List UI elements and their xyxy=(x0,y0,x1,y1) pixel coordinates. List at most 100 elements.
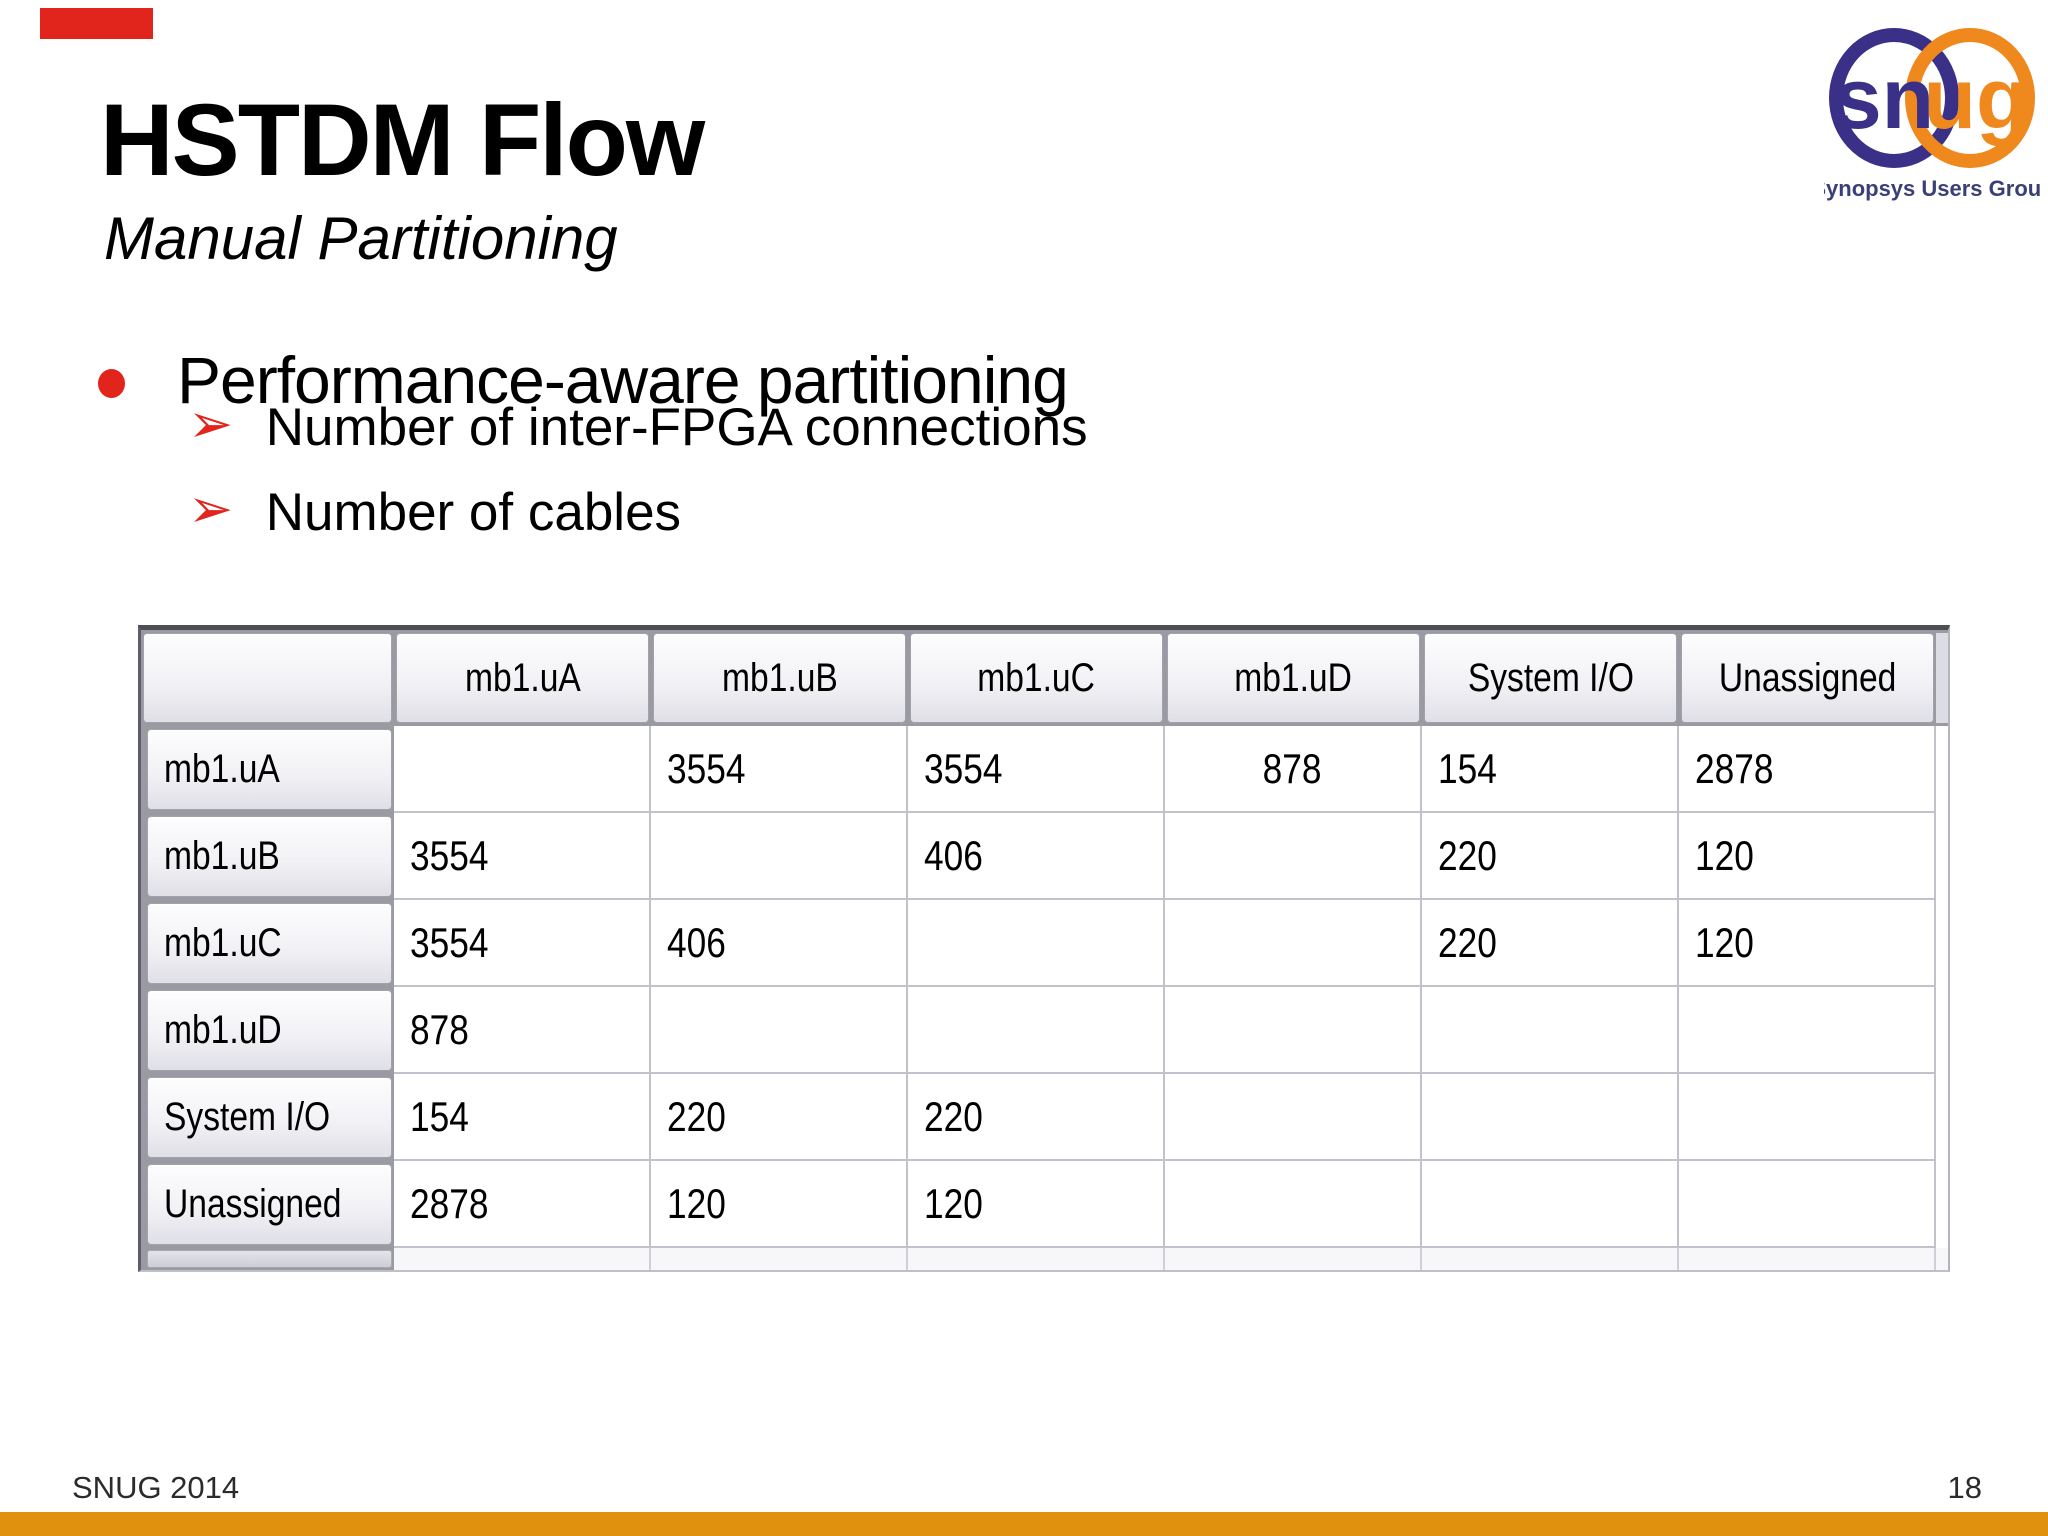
bottom-gutter-cell xyxy=(394,1248,651,1270)
row-header-label: mb1.uA xyxy=(164,747,280,791)
table-cell-label: 3554 xyxy=(410,831,489,879)
column-header: System I/O xyxy=(1424,633,1677,723)
sub-bullet-label: Number of cables xyxy=(265,483,682,542)
sub-bullet-item: ➢ Number of inter-FPGA connections xyxy=(188,394,1088,460)
row-header: mb1.uD xyxy=(147,990,392,1071)
column-header-label: Unassigned xyxy=(1718,655,1897,700)
table-cell-label: 406 xyxy=(667,918,726,966)
table-cell: 2878 xyxy=(394,1161,651,1248)
table-cell-label: 154 xyxy=(1438,744,1497,792)
table-cell-label: 120 xyxy=(1695,831,1754,879)
row-header-label: mb1.uB xyxy=(164,834,280,878)
table-cell: 2878 xyxy=(1679,726,1936,813)
table-cell-label: 120 xyxy=(924,1179,983,1227)
bottom-gutter-cell xyxy=(908,1248,1165,1270)
table-cell xyxy=(1165,987,1422,1074)
table-cell-label: 220 xyxy=(1438,831,1497,879)
column-header: mb1.uC xyxy=(910,633,1163,723)
column-header-label: System I/O xyxy=(1467,655,1634,700)
bullet-dot-icon xyxy=(98,369,125,398)
table-cell: 3554 xyxy=(394,900,651,987)
table-cell: 154 xyxy=(394,1074,651,1161)
row-header-label: Unassigned xyxy=(164,1182,342,1226)
table-cell xyxy=(394,726,651,813)
table-cell xyxy=(1165,813,1422,900)
row-filler xyxy=(1936,987,1948,1074)
row-header: System I/O xyxy=(147,1077,392,1158)
bottom-gutter-cell xyxy=(1165,1248,1422,1270)
bottom-gutter-cell xyxy=(651,1248,908,1270)
logo-orange-circle xyxy=(1905,28,2035,168)
arrow-bullet-icon: ➢ xyxy=(188,394,234,455)
table-cell-label: 220 xyxy=(924,1092,983,1140)
table-cell: 220 xyxy=(1422,900,1679,987)
column-header: mb1.uD xyxy=(1167,633,1420,723)
column-header-label: mb1.uC xyxy=(977,655,1096,700)
row-header-label: System I/O xyxy=(164,1095,331,1139)
table-cell xyxy=(1165,1161,1422,1248)
bottom-gutter-header xyxy=(147,1250,392,1268)
table-cell xyxy=(1422,987,1679,1074)
table-cell xyxy=(1422,1161,1679,1248)
page-number: 18 xyxy=(1947,1470,1982,1505)
table-cell xyxy=(1165,1074,1422,1161)
table-cell-label: 2878 xyxy=(1695,744,1774,792)
table-cell: 120 xyxy=(1679,900,1936,987)
column-header-label: mb1.uD xyxy=(1234,655,1353,700)
bottom-gutter-filler xyxy=(1936,1248,1948,1270)
table-cell: 3554 xyxy=(908,726,1165,813)
red-accent-bar xyxy=(40,8,153,39)
footer-orange-bar xyxy=(0,1512,2048,1536)
arrow-bullet-icon: ➢ xyxy=(188,479,234,540)
bullet-item: Performance-aware partitioning xyxy=(177,343,1069,417)
table-cell: 220 xyxy=(1422,813,1679,900)
table-cell xyxy=(1422,1074,1679,1161)
table-cell-label: 120 xyxy=(1695,918,1754,966)
bottom-gutter-cell xyxy=(1422,1248,1679,1270)
header-filler xyxy=(1936,633,1948,723)
table-cell xyxy=(908,900,1165,987)
column-header: Unassigned xyxy=(1681,633,1934,723)
row-header: mb1.uB xyxy=(147,816,392,897)
table-cell xyxy=(651,813,908,900)
table-cell xyxy=(1679,987,1936,1074)
page-title: HSTDM Flow xyxy=(100,83,705,197)
table-cell-label: 406 xyxy=(924,831,983,879)
logo-navy-circle xyxy=(1829,28,1959,168)
row-filler xyxy=(1936,1161,1948,1248)
table-cell xyxy=(1679,1074,1936,1161)
table-cell: 878 xyxy=(394,987,651,1074)
column-header: mb1.uB xyxy=(653,633,906,723)
table-cell-label: 878 xyxy=(410,1005,469,1053)
row-header: mb1.uA xyxy=(147,729,392,810)
row-header-label: mb1.uC xyxy=(164,921,282,965)
table-cell: 120 xyxy=(1679,813,1936,900)
table-cell: 220 xyxy=(651,1074,908,1161)
sub-bullet-label: Number of inter-FPGA connections xyxy=(265,398,1088,457)
page-subtitle: Manual Partitioning xyxy=(104,205,618,272)
table-cell-label: 3554 xyxy=(410,918,489,966)
table-cell xyxy=(1679,1161,1936,1248)
row-header-label: mb1.uD xyxy=(164,1008,282,1052)
table-cell-label: 3554 xyxy=(924,744,1003,792)
snug-logo-icon: sn ug Synopsys Users Group xyxy=(1811,28,2048,201)
table-cell: 154 xyxy=(1422,726,1679,813)
table-cell: 120 xyxy=(908,1161,1165,1248)
table-cell-label: 220 xyxy=(1438,918,1497,966)
row-filler xyxy=(1936,900,1948,987)
table-cell: 120 xyxy=(651,1161,908,1248)
table-cell xyxy=(1165,900,1422,987)
table-cell xyxy=(908,987,1165,1074)
table-cell: 406 xyxy=(908,813,1165,900)
logo-text-sn: sn xyxy=(1834,51,1934,147)
row-filler xyxy=(1936,1074,1948,1161)
table-cell-label: 220 xyxy=(667,1092,726,1140)
column-header-label: mb1.uA xyxy=(464,655,581,700)
column-header-label: mb1.uB xyxy=(721,655,838,700)
logo-text-ug: ug xyxy=(1923,51,2028,147)
row-header: mb1.uC xyxy=(147,903,392,984)
table-cell-label: 3554 xyxy=(667,744,746,792)
table-cell-label: 120 xyxy=(667,1179,726,1227)
table-cell: 220 xyxy=(908,1074,1165,1161)
table-cell: 3554 xyxy=(651,726,908,813)
